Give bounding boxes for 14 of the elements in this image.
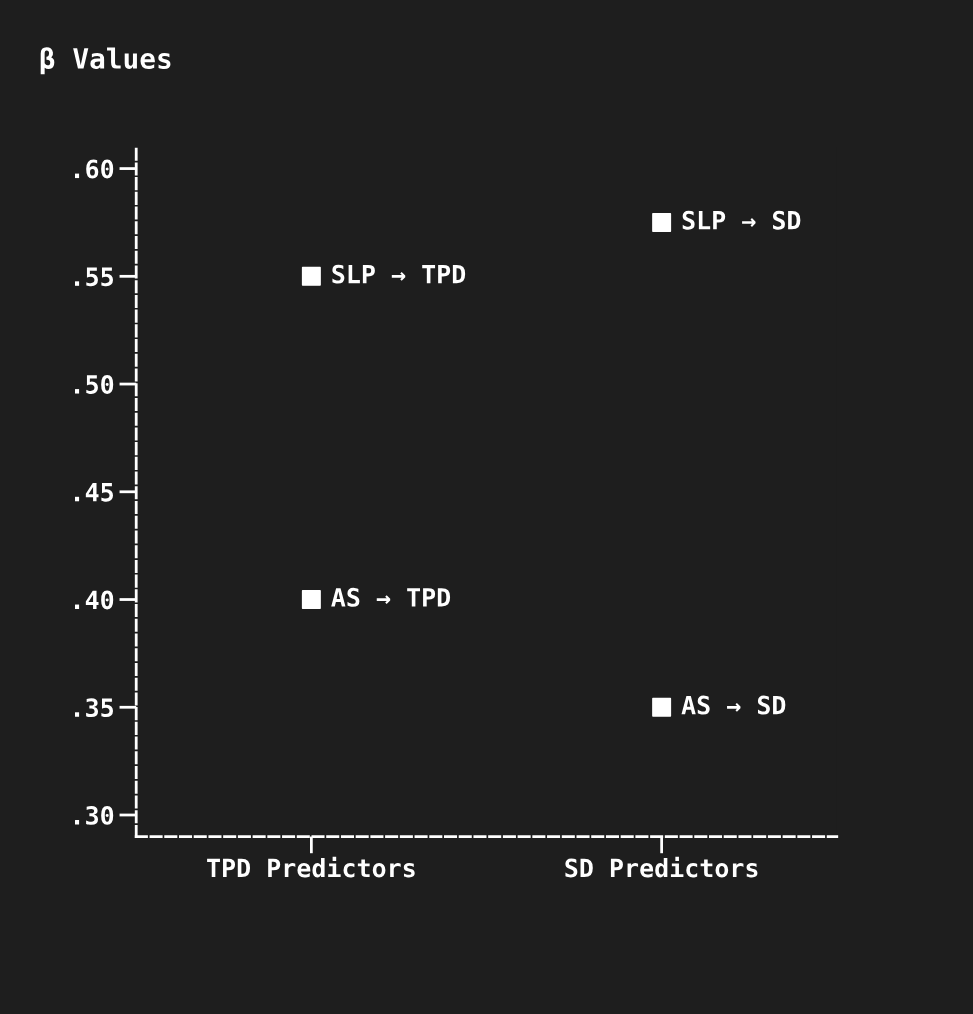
y-tick-label: .55 (75, 267, 113, 287)
y-tick-label: .35 (75, 698, 113, 718)
y-axis-title: β Values (40, 47, 171, 75)
y-tick-label: .30 (75, 805, 114, 825)
y-tick-label: .40 (75, 590, 114, 610)
x-tick-label: SD Predictors (565, 856, 758, 878)
x-tick-label: TPD Predictors (207, 856, 415, 878)
series-label: SLP → SD (682, 210, 801, 230)
series-label: AS → SD (681, 695, 786, 715)
y-tick-label: .50 (75, 375, 114, 394)
series-label: SLP → TPD (332, 264, 466, 284)
y-tick-label: .45 (75, 483, 113, 502)
y-tick-label: .60 (75, 159, 114, 179)
series-label: AS → TPD (331, 587, 451, 607)
